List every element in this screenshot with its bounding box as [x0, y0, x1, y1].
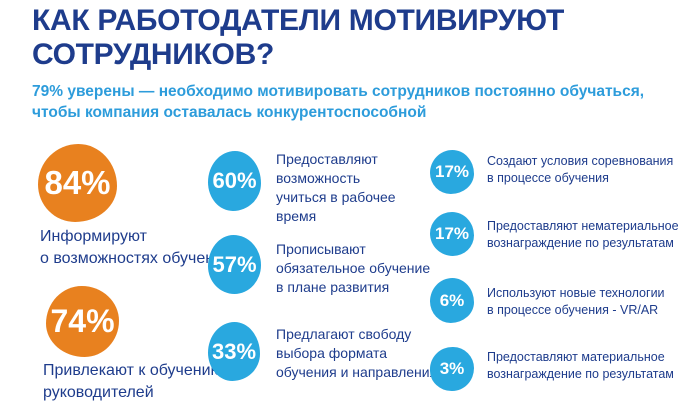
stat-label: Создают условия соревнования в процессе … — [487, 154, 674, 185]
stat-circle-material-reward: 3% — [430, 347, 474, 391]
stat-value: 57% — [212, 251, 257, 277]
stat-circle-vr-ar: 6% — [430, 278, 474, 323]
stat-label: Прописывают обязательное обучение в план… — [276, 241, 431, 295]
stat-label: Используют новые технологии в процессе о… — [487, 286, 665, 317]
stat-label: Предлагают свободу выбора формата обучен… — [276, 326, 438, 380]
stat-label: Предоставляют материальное вознаграждени… — [487, 350, 674, 381]
stat-label: Информируют о возможностях обучения — [40, 228, 232, 267]
stat-label: Привлекают к обучению руководителей — [43, 362, 223, 401]
stat-circle-nonmaterial-reward: 17% — [430, 212, 474, 256]
stat-value: 17% — [434, 162, 470, 181]
stat-circle-competition: 17% — [430, 150, 474, 194]
subtitle: 79% уверены — необходимо мотивировать со… — [32, 83, 645, 121]
stat-circle-informing: 84% — [38, 144, 117, 222]
stat-value: 33% — [211, 338, 257, 364]
stat-value: 74% — [50, 303, 115, 339]
stat-value: 60% — [212, 168, 257, 193]
stat-circle-mandatory-training: 57% — [208, 235, 261, 294]
stat-label: Предоставляют нематериальное вознагражде… — [487, 219, 679, 250]
page-title: КАК РАБОТОДАТЕЛИ МОТИВИРУЮТ СОТРУДНИКОВ? — [32, 4, 565, 71]
stat-circle-study-work-time: 60% — [208, 151, 261, 211]
stat-value: 3% — [439, 359, 465, 378]
stat-circle-format-freedom: 33% — [208, 322, 260, 381]
stat-value: 6% — [439, 290, 465, 310]
stat-value: 17% — [434, 224, 470, 243]
stat-circle-managers-training: 74% — [46, 286, 119, 357]
stat-label: Предоставляют возможность учиться в рабо… — [276, 151, 396, 224]
stat-value: 84% — [44, 164, 111, 201]
